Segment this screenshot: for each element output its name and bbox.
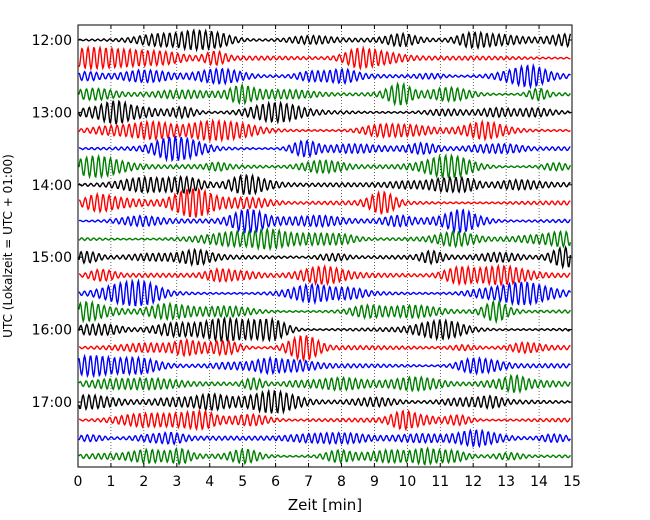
plot-frame <box>77 24 573 468</box>
seismogram-trace-6 <box>78 135 571 163</box>
y-tick-label-0: 12:00 <box>32 33 72 49</box>
x-tick-label-8: 8 <box>337 474 346 490</box>
x-tick-label-6: 6 <box>271 474 280 490</box>
seismogram-trace-3 <box>78 81 571 107</box>
seismogram-trace-5 <box>78 118 571 144</box>
x-axis-ticks: 0 1 2 3 4 5 6 7 8 9 10 11 12 13 14 15 <box>74 25 581 490</box>
y-axis-label: UTC (Lokalzeit = UTC + 01:00) <box>1 154 15 338</box>
seismogram-trace-11 <box>78 226 572 252</box>
x-tick-label-11: 11 <box>431 474 449 490</box>
seismogram-trace-9 <box>78 187 571 218</box>
x-tick-label-10: 10 <box>398 474 416 490</box>
seismogram-trace-17 <box>78 335 571 363</box>
seismogram-trace-20 <box>78 388 571 415</box>
seismogram-trace-1 <box>78 44 571 72</box>
y-tick-label-4: 16:00 <box>32 323 72 339</box>
seismogram-trace-22 <box>78 428 571 449</box>
y-axis-ticks: 12:00 13:00 14:00 15:00 16:00 17:00 <box>32 33 572 411</box>
x-tick-label-9: 9 <box>370 474 379 490</box>
x-tick-label-7: 7 <box>304 474 313 490</box>
y-tick-label-3: 15:00 <box>32 250 72 266</box>
x-tick-label-4: 4 <box>205 474 214 490</box>
seismogram-trace-16 <box>78 315 571 344</box>
x-tick-label-15: 15 <box>563 474 581 490</box>
seismogram-trace-15 <box>78 299 571 325</box>
seismogram-trace-14 <box>78 278 572 307</box>
seismogram-trace-8 <box>78 173 571 196</box>
y-tick-label-1: 13:00 <box>32 105 72 121</box>
seismogram-trace-23 <box>78 446 571 466</box>
x-tick-label-0: 0 <box>74 474 83 490</box>
x-tick-label-14: 14 <box>530 474 548 490</box>
seismogram-traces <box>78 28 572 466</box>
seismogram-trace-2 <box>78 62 571 90</box>
seismogram-trace-21 <box>78 407 571 432</box>
x-tick-label-12: 12 <box>464 474 482 490</box>
x-axis-label: Zeit [min] <box>288 496 362 514</box>
seismogram-trace-7 <box>78 153 572 180</box>
seismogram-trace-0 <box>78 28 572 53</box>
x-tick-label-5: 5 <box>238 474 247 490</box>
seismogram-trace-18 <box>78 353 571 379</box>
y-tick-label-5: 17:00 <box>32 395 72 411</box>
x-tick-label-2: 2 <box>139 474 148 490</box>
x-tick-label-3: 3 <box>172 474 181 490</box>
seismogram-trace-4 <box>78 99 571 125</box>
x-tick-label-1: 1 <box>106 474 115 490</box>
x-tick-label-13: 13 <box>497 474 515 490</box>
seismogram-trace-19 <box>78 373 572 394</box>
seismogram-trace-10 <box>78 208 571 235</box>
seismogram-trace-12 <box>78 245 572 270</box>
y-tick-label-2: 14:00 <box>32 178 72 194</box>
seismogram-trace-13 <box>78 263 571 288</box>
